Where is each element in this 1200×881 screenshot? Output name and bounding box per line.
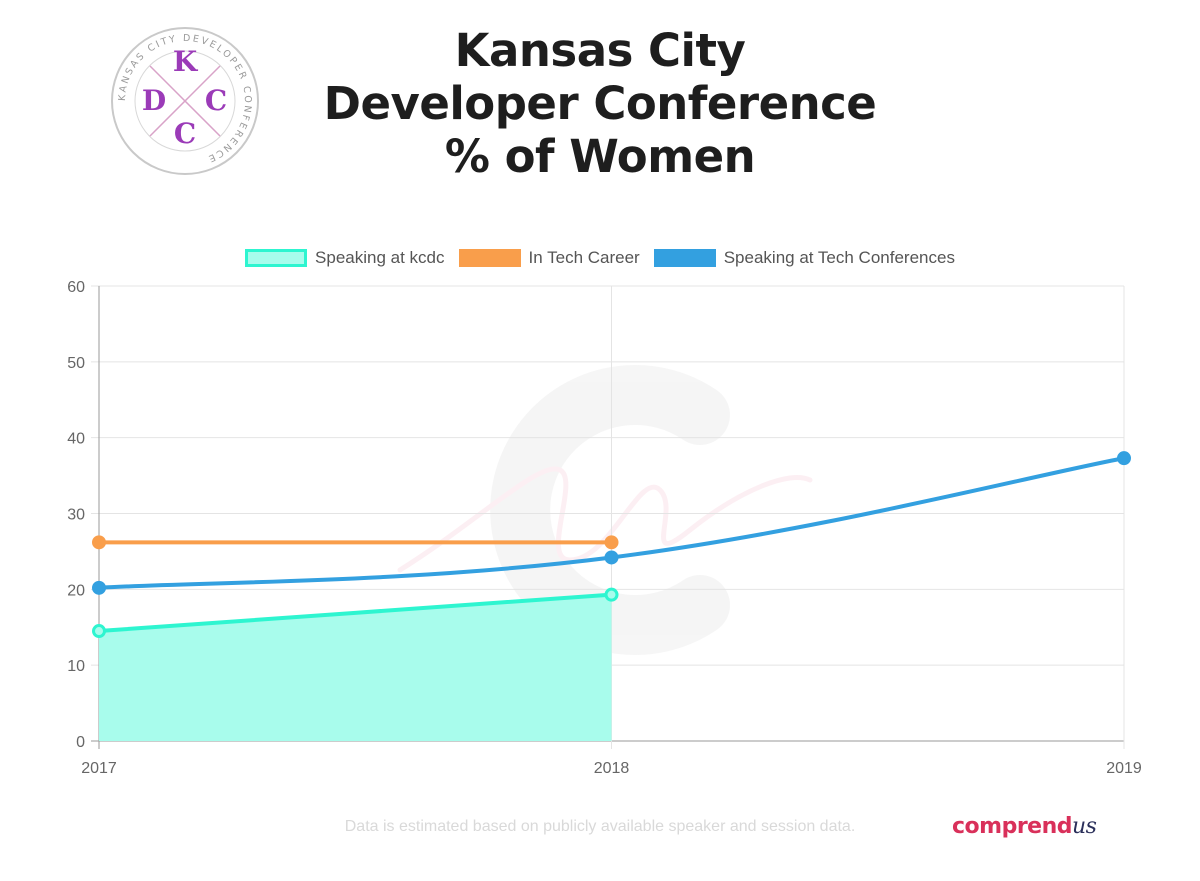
data-point[interactable] bbox=[92, 580, 106, 595]
legend-swatch bbox=[458, 249, 521, 267]
y-tick-label: 60 bbox=[67, 279, 85, 296]
data-point[interactable] bbox=[604, 550, 619, 565]
data-point[interactable] bbox=[604, 587, 619, 602]
x-tick-label: 2018 bbox=[594, 760, 630, 777]
legend-item-2[interactable]: Speaking at Tech Conferences bbox=[653, 248, 955, 268]
title-line-2: Developer Conference bbox=[323, 77, 877, 130]
x-tick-label: 2019 bbox=[1106, 760, 1142, 777]
area-layer bbox=[99, 594, 612, 741]
footnote: Data is estimated based on publicly avai… bbox=[344, 818, 856, 835]
ticks-layer: 0 10 20 30 40 50 60 2017 2018 2019 bbox=[67, 279, 1142, 777]
brand-logo: comprendus bbox=[952, 814, 1097, 839]
data-point[interactable] bbox=[604, 535, 619, 550]
watermark-logo-icon bbox=[397, 365, 813, 655]
title-line-3: % of Women bbox=[444, 130, 756, 183]
title-line-1: Kansas City bbox=[454, 24, 746, 77]
legend-item-1[interactable]: In Tech Career bbox=[458, 248, 640, 268]
data-point[interactable] bbox=[92, 535, 106, 550]
y-tick-label: 50 bbox=[67, 355, 85, 372]
logo-letter-c-bottom: C bbox=[174, 117, 196, 150]
legend-item-0[interactable]: Speaking at kcdc bbox=[245, 248, 445, 268]
y-tick-label: 20 bbox=[67, 582, 85, 599]
legend-label: In Tech Career bbox=[528, 248, 640, 267]
logo-letter-d: D bbox=[142, 84, 166, 117]
series-area-0 bbox=[99, 594, 612, 741]
legend-label: Speaking at kcdc bbox=[315, 248, 445, 267]
brand-prefix: comprend bbox=[952, 814, 1072, 839]
logo-letter-c-right: C bbox=[205, 84, 227, 117]
logo-letter-k: K bbox=[173, 45, 199, 78]
chart-title: Kansas City Developer Conference % of Wo… bbox=[300, 24, 900, 183]
kcdc-logo: KANSAS CITY DEVELOPER CONFERENCE K D C C bbox=[111, 27, 259, 175]
y-tick-label: 30 bbox=[67, 507, 85, 524]
brand-suffix: us bbox=[1072, 814, 1097, 839]
y-tick-label: 40 bbox=[67, 431, 85, 448]
data-point[interactable] bbox=[92, 624, 106, 639]
y-tick-label: 0 bbox=[76, 734, 85, 751]
legend-swatch bbox=[653, 249, 716, 267]
legend-swatch bbox=[245, 249, 308, 267]
points-layer bbox=[92, 451, 1131, 639]
data-point[interactable] bbox=[1117, 451, 1131, 466]
legend: Speaking at kcdc In Tech Career Speaking a… bbox=[0, 248, 1200, 268]
svg-text:comprendus: comprendus bbox=[952, 814, 1097, 839]
y-tick-label: 10 bbox=[67, 658, 85, 675]
series-line-0 bbox=[97, 592, 614, 634]
x-tick-label: 2017 bbox=[81, 760, 117, 777]
legend-label: Speaking at Tech Conferences bbox=[723, 248, 955, 267]
